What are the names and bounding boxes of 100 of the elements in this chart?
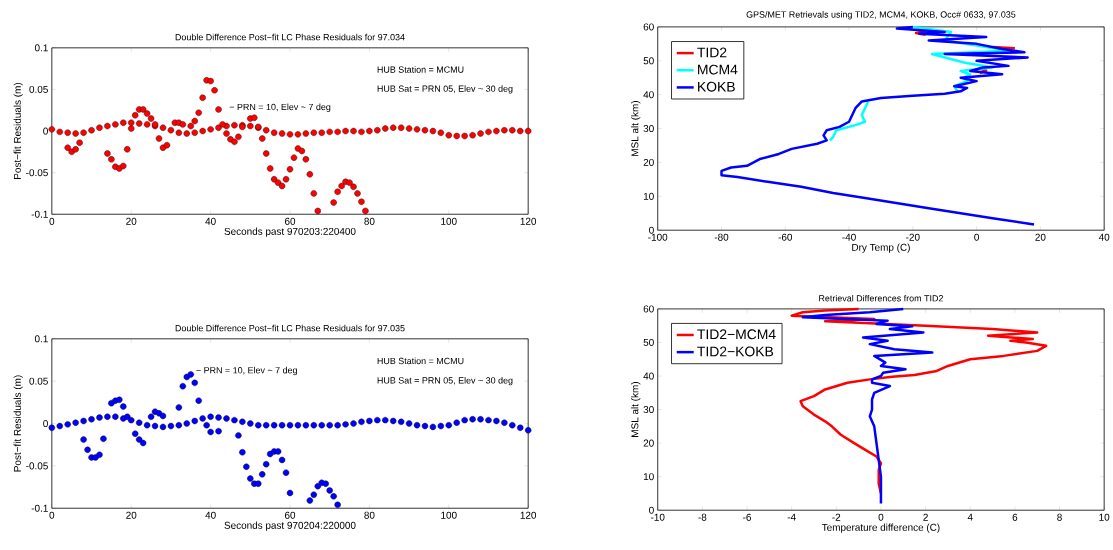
y-tick-label: 50 [643,338,654,346]
x-tick-label: -8 [698,513,707,521]
x-tick-label: 60 [284,511,296,519]
x-tick-label: -10 [650,513,665,521]
point [120,403,127,410]
point [334,501,341,508]
x-tick-label: -80 [714,233,729,241]
y-tick-label: 0.05 [29,85,48,93]
x-tick-label: 100 [441,511,457,519]
y-tick-label: 50 [643,57,654,65]
point [239,449,246,456]
y-tick-label: -0.05 [26,169,48,177]
x-tick-label: 0 [49,511,55,519]
point [278,456,286,464]
y-tick-label: 0.1 [34,44,48,52]
x-tick-label: 0 [878,513,884,521]
x-tick-label: 100 [441,217,457,225]
x-tick-label: 6 [1012,513,1018,521]
y-tick-label: 40 [643,372,654,380]
x-tick-label: -6 [743,513,751,521]
y-tick-label: 60 [643,305,654,313]
point [132,430,139,437]
x-tick-label: 60 [284,217,296,225]
x-tick-label: -60 [778,233,793,241]
x-tick-label: -40 [842,233,856,241]
annotation: − PRN = 10, Elev ~ 7 deg [196,366,297,376]
y-tick-label: 20 [643,439,654,447]
y-tick-label: 0 [43,127,48,135]
y-tick-label: 10 [643,473,654,481]
point [255,480,262,487]
x-tick-label: 0 [49,217,55,225]
x-axis-title: Seconds past 970203:220400 [224,227,356,237]
point [147,413,155,420]
x-tick-label: 40 [205,511,216,519]
x-tick-label: 20 [126,217,137,225]
legend-label: TID2 [697,47,727,58]
point [96,451,103,459]
legend-label: KOKB [698,81,735,92]
y-tick-label: 20 [643,158,654,166]
annotation: HUB Station = MCMU [377,357,464,365]
x-tick-label: 80 [364,217,375,225]
x-axis-title: Dry Temp (C) [852,243,910,253]
point [282,469,290,476]
x-tick-label: 0 [974,233,979,241]
y-tick-label: 30 [643,406,654,414]
annotation: HUB Station = MCMU [377,66,464,73]
x-tick-label: 10 [1099,513,1110,521]
y-tick-label: 40 [643,91,654,99]
x-tick-label: -4 [787,513,796,521]
point [326,487,333,494]
point [175,404,183,411]
x-tick-label: 8 [1057,513,1062,521]
y-tick-label: 0 [649,506,654,514]
point [259,471,266,478]
point [207,428,214,436]
point [330,493,337,500]
point [274,448,282,455]
x-tick-label: 80 [364,511,375,519]
x-tick-label: -2 [832,513,841,521]
point [139,439,147,447]
annotation: − PRN = 10, Elev ~ 7 deg [229,103,331,112]
x-tick-label: 40 [1098,233,1110,241]
annotation: HUB Sat = PRN 05, Elev ~ 30 deg [377,376,513,386]
point [203,421,210,429]
chart-title: Double Difference Post−fit LC Phase Residuals for 97.035 [175,324,405,332]
point [322,480,329,487]
y-axis-title: Post−fit Residuals (m) [13,82,23,179]
annotation: HUB Sat = PRN 05, Elev ~ 30 deg [377,85,513,94]
x-tick-label: 20 [126,511,137,519]
point [235,432,242,439]
point [306,497,314,504]
y-tick-label: 60 [643,23,654,31]
point [159,412,167,420]
y-tick-label: 0 [649,226,654,234]
y-tick-label: -0.1 [31,210,48,218]
y-tick-label: 10 [643,192,654,200]
point [187,371,194,378]
legend-label: TID2−KOKB [697,346,774,357]
chart-title: Retrieval Differences from TID2 [819,294,943,302]
point [286,489,294,497]
legend-label: MCM4 [698,64,738,75]
point [310,491,318,498]
chart-title: Double Difference Post−fit LC Phase Residuals for 97.034 [175,33,405,41]
point [247,475,254,482]
y-tick-label: 0.05 [29,377,48,385]
x-axis-title: Seconds past 970204:220000 [224,521,356,531]
x-tick-label: 120 [520,217,537,225]
x-tick-label: 2 [923,513,928,521]
y-tick-label: -0.1 [31,504,48,512]
x-tick-label: -100 [648,233,668,241]
point [179,383,187,390]
point [84,446,91,453]
chart-title: GPS/MET Retrievals using TID2, MCM4, KOKB, Occ# 0633, 97.035 [746,11,1016,20]
point [243,463,250,470]
line-series [790,307,1048,495]
x-tick-label: 40 [205,217,216,225]
y-axis-title: MSL alt (km) [631,382,641,437]
point [215,427,222,435]
x-tick-label: 120 [520,511,537,519]
point [80,436,87,443]
